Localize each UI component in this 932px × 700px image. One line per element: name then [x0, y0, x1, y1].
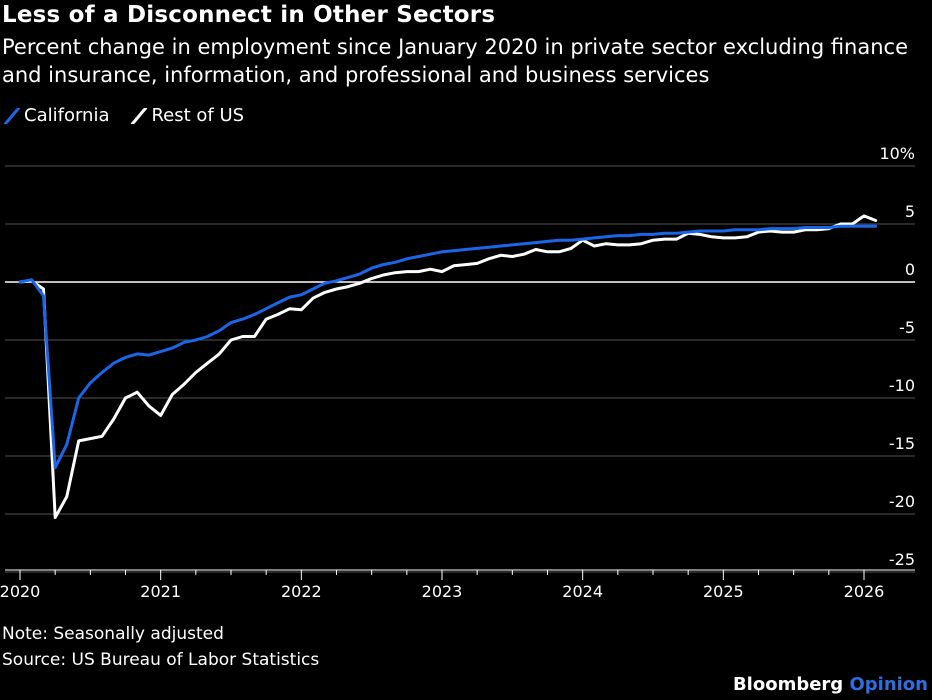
grid-lines	[5, 165, 915, 573]
legend-item-rest-of-us: Rest of US	[129, 105, 244, 126]
y-tick-label: 10%	[879, 144, 915, 163]
y-tick-label: -20	[889, 492, 915, 511]
brand-logo: Bloomberg Opinion	[733, 674, 928, 695]
legend-label-california: California	[24, 105, 110, 126]
chart-note: Note: Seasonally adjusted	[2, 624, 224, 644]
x-axis: 2020 2021 2022 2023 2024 2025 2026	[0, 569, 915, 601]
series-lines	[18, 214, 878, 519]
brand-accent: Opinion	[849, 674, 928, 695]
series-line-california	[18, 224, 878, 470]
y-tick-label: 0	[905, 260, 915, 279]
chart-title: Less of a Disconnect in Other Sectors	[2, 2, 496, 28]
x-tick-label: 2026	[844, 582, 885, 601]
x-tick-label: 2024	[562, 582, 603, 601]
x-tick-label: 2021	[140, 582, 181, 601]
legend: California Rest of US	[2, 105, 264, 126]
y-tick-label: 5	[905, 202, 915, 221]
y-tick-label: -25	[889, 550, 915, 569]
y-tick-label: -10	[889, 376, 915, 395]
x-tick-label: 2025	[703, 582, 744, 601]
brand-main: Bloomberg	[732, 674, 844, 695]
x-tick-label: 2020	[0, 582, 40, 601]
series-line-rest-of-us	[18, 214, 878, 519]
x-tick-label: 2023	[422, 582, 463, 601]
y-tick-label: -15	[889, 434, 915, 453]
chart-source: Source: US Bureau of Labor Statistics	[2, 650, 320, 670]
chart-subtitle: Percent change in employment since Janua…	[2, 35, 909, 87]
legend-item-california: California	[2, 105, 109, 126]
x-tick-label: 2022	[281, 582, 322, 601]
y-tick-label: -5	[899, 318, 915, 337]
y-axis-tick-labels: 10% 5 0 -5 -10 -15 -20 -25	[879, 144, 915, 569]
legend-label-rest-of-us: Rest of US	[151, 105, 245, 126]
